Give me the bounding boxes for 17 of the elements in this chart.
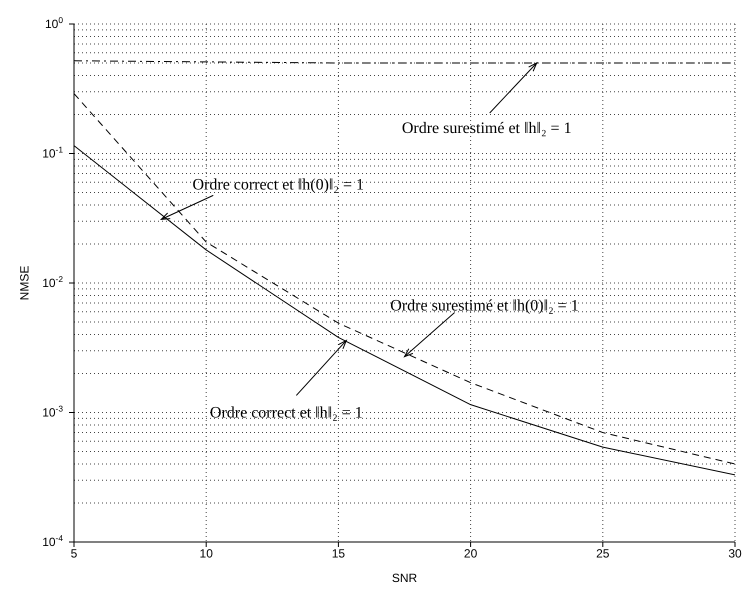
x-tick-label: 25 — [596, 546, 610, 561]
annotation: Ordre correct et ‖h(0)‖₂ = 1 — [192, 176, 364, 194]
y-axis-title: NMSE — [17, 266, 32, 300]
x-tick-label: 30 — [728, 546, 742, 561]
y-tick-label: 10$^{-1}$ — [42, 144, 64, 160]
x-axis-title: SNR — [392, 571, 418, 585]
y-tick-label: 10$^{-2}$ — [42, 274, 64, 290]
x-tick-label: 10 — [200, 546, 214, 561]
y-tick-label: 10$^{-3}$ — [42, 404, 64, 420]
y-tick-label: 10$^{-4}$ — [42, 533, 64, 549]
x-tick-label: 15 — [332, 546, 346, 561]
annotation: Ordre correct et ‖h‖₂ = 1 — [210, 404, 363, 422]
x-tick-label: 20 — [464, 546, 478, 561]
y-tick-label: 10$^{0}$ — [44, 15, 64, 31]
x-tick-label: 5 — [70, 546, 78, 561]
annotation: Ordre surestimé et ‖h‖₂ = 1 — [402, 120, 572, 137]
annotation: Ordre surestimé et ‖h(0)‖₂ = 1 — [390, 298, 579, 315]
